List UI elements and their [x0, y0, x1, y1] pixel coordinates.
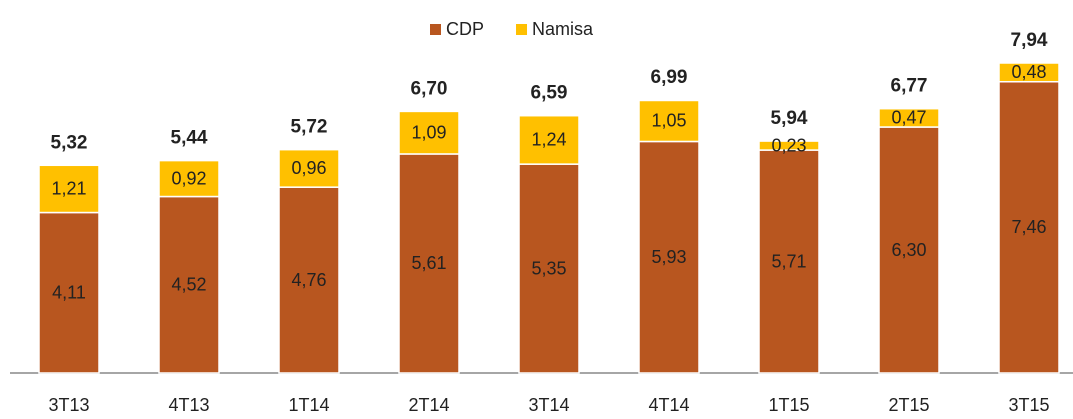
total-label: 5,32: [51, 132, 88, 153]
total-label: 5,94: [771, 108, 808, 129]
bar-segment: [878, 126, 940, 374]
x-tick-label: 3T14: [528, 395, 569, 415]
value-label: 0,92: [171, 168, 206, 188]
x-tick-label: 3T15: [1008, 395, 1049, 415]
total-label: 6,59: [531, 83, 568, 104]
value-label: 1,24: [531, 130, 566, 150]
value-label: 0,48: [1011, 62, 1046, 82]
value-label: 0,47: [891, 108, 926, 128]
x-tick-label: 1T14: [288, 395, 329, 415]
bar-segment: [638, 99, 700, 143]
x-tick-label: 2T15: [888, 395, 929, 415]
total-label: 7,94: [1011, 30, 1048, 51]
bar-segment: [398, 153, 460, 374]
value-label: 6,30: [891, 240, 926, 260]
total-label: 6,99: [651, 67, 688, 88]
total-label: 6,70: [411, 78, 448, 99]
value-label: 1,09: [411, 122, 446, 142]
bar-segment: [278, 148, 340, 188]
value-label: 0,96: [291, 158, 326, 178]
x-tick-label: 1T15: [768, 395, 809, 415]
x-tick-label: 4T14: [648, 395, 689, 415]
value-label: 4,76: [291, 270, 326, 290]
value-label: 1,05: [651, 111, 686, 131]
bar-segment: [758, 140, 820, 151]
value-label: 5,71: [771, 251, 806, 271]
bar-segment: [398, 110, 460, 155]
bar-segment: [518, 163, 580, 374]
legend-label: Namisa: [532, 19, 594, 39]
x-tick-label: 2T14: [408, 395, 449, 415]
bar-segment: [38, 164, 100, 214]
bar-segment: [998, 62, 1060, 83]
value-label: 7,46: [1011, 217, 1046, 237]
bar-segment: [518, 114, 580, 165]
value-label: 1,21: [51, 179, 86, 199]
value-label: 5,93: [651, 247, 686, 267]
bar-segment: [38, 211, 100, 374]
bar-segment: [278, 186, 340, 374]
bar-segment: [158, 159, 220, 198]
legend-label: CDP: [446, 19, 484, 39]
x-tick-label: 3T13: [48, 395, 89, 415]
value-label: 4,52: [171, 275, 206, 295]
x-tick-label: 4T13: [168, 395, 209, 415]
bar-segment: [758, 149, 820, 374]
value-label: 5,35: [531, 258, 566, 278]
value-label: 0,23: [771, 135, 806, 155]
total-label: 6,77: [891, 76, 928, 97]
value-label: 4,11: [52, 283, 86, 303]
bar-segment: [878, 107, 940, 128]
total-label: 5,72: [291, 117, 328, 138]
total-label: 5,44: [171, 128, 208, 149]
bar-segment: [638, 140, 700, 374]
value-label: 5,61: [411, 253, 446, 273]
legend-swatch: [430, 24, 441, 35]
legend-swatch: [516, 24, 528, 35]
